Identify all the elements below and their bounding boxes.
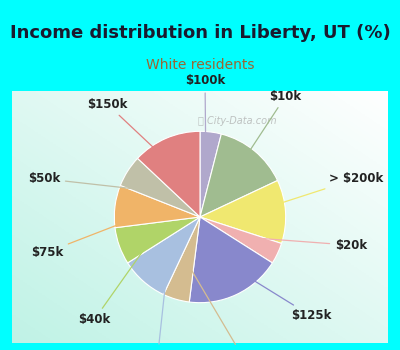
- Text: $10k: $10k: [232, 90, 302, 178]
- Text: White residents: White residents: [146, 58, 254, 72]
- Text: $40k: $40k: [78, 235, 154, 326]
- Wedge shape: [115, 217, 200, 263]
- Wedge shape: [189, 217, 272, 303]
- Text: Income distribution in Liberty, UT (%): Income distribution in Liberty, UT (%): [10, 24, 390, 42]
- Text: $30k: $30k: [188, 265, 258, 350]
- Wedge shape: [114, 186, 200, 228]
- Wedge shape: [138, 131, 200, 217]
- Text: > $200k: > $200k: [250, 172, 383, 213]
- Wedge shape: [200, 217, 282, 263]
- Wedge shape: [200, 131, 221, 217]
- Wedge shape: [200, 134, 278, 217]
- Text: $200k: $200k: [138, 255, 178, 350]
- Text: $150k: $150k: [87, 98, 179, 172]
- Wedge shape: [200, 181, 286, 244]
- Wedge shape: [164, 217, 200, 302]
- Wedge shape: [128, 217, 200, 295]
- Wedge shape: [120, 158, 200, 217]
- Text: ⓘ City-Data.com: ⓘ City-Data.com: [198, 116, 277, 126]
- Text: $75k: $75k: [31, 212, 151, 259]
- Text: $50k: $50k: [28, 172, 158, 191]
- Text: $20k: $20k: [246, 237, 367, 252]
- Text: $100k: $100k: [185, 75, 225, 167]
- Text: $125k: $125k: [222, 261, 331, 322]
